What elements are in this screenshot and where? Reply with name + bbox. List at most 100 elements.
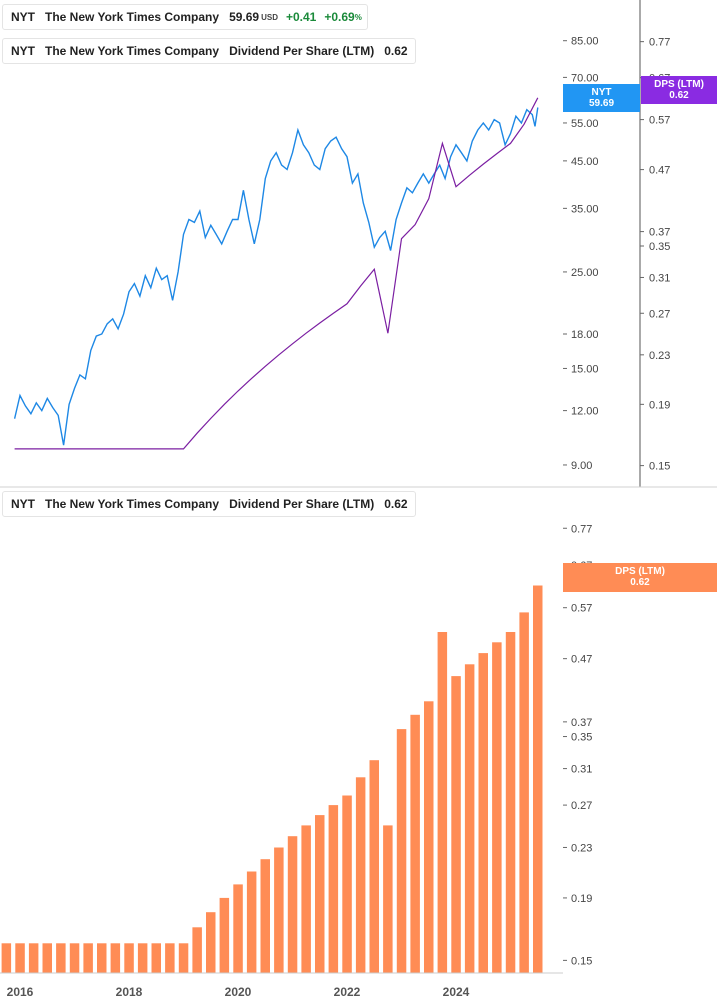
- dps-bar: [1, 943, 12, 973]
- dps-bar: [56, 943, 66, 973]
- dps-bar: [492, 642, 502, 973]
- dps-bar: [15, 943, 25, 973]
- dps-bar: [219, 897, 230, 973]
- dps-bar: [165, 943, 175, 973]
- dps-bar: [246, 871, 257, 973]
- y-right-tick-label: 0.35: [649, 241, 670, 253]
- y-tick-label: 0.57: [571, 603, 592, 615]
- legend-price: 59.69: [229, 10, 260, 24]
- y-tick-label: 0.15: [571, 955, 592, 967]
- dps-bar: [151, 943, 161, 973]
- y-right-tick-label: 0.19: [649, 399, 670, 411]
- dps-badge-bottom: DPS (LTM) 0.62: [563, 563, 717, 592]
- dps-bar: [383, 825, 393, 973]
- y-left-tick-label: 35.00: [571, 203, 599, 215]
- y-tick-label: 0.23: [571, 842, 592, 854]
- dps-bar: [192, 927, 202, 973]
- legend-change-pct: +0.69: [324, 10, 355, 24]
- dps-bar: [396, 729, 407, 973]
- price-legend: NYT The New York Times Company 59.69 USD…: [2, 4, 368, 30]
- y-left-tick-label: 15.00: [571, 363, 599, 375]
- legend-pct-sign: %: [354, 12, 362, 22]
- dps-bar: [110, 943, 121, 973]
- dps-badge-bottom-value: 0.62: [630, 577, 650, 588]
- dps-badge-top: DPS (LTM) 0.62: [641, 76, 717, 104]
- dps-bar: [274, 847, 284, 973]
- dps-bar: [124, 943, 134, 973]
- dps-bar: [342, 795, 352, 973]
- y-right-tick-label: 0.57: [649, 115, 670, 127]
- y-right-tick-label: 0.23: [649, 350, 670, 362]
- dps-badge-bottom-label: DPS (LTM): [615, 566, 665, 577]
- dps-bar: [369, 760, 379, 973]
- dps-bar: [519, 612, 529, 973]
- y-left-tick-label: 25.00: [571, 267, 599, 279]
- dps-bar: [206, 912, 216, 973]
- legend-value: 0.62: [384, 497, 408, 511]
- legend-company: The New York Times Company: [45, 44, 220, 58]
- y-right-tick-label: 0.47: [649, 165, 670, 177]
- dps-bar: [28, 943, 39, 973]
- dps-bar: [355, 777, 366, 973]
- legend-currency: USD: [261, 12, 278, 22]
- dps-bar: [42, 943, 52, 973]
- y-right-tick-label: 0.37: [649, 227, 670, 239]
- dps-bar: [464, 664, 475, 973]
- dps-legend-top: NYT The New York Times Company Dividend …: [2, 38, 416, 64]
- dps-bar: [69, 943, 80, 973]
- legend-change: +0.41: [285, 10, 317, 24]
- y-left-tick-label: 18.00: [571, 329, 599, 341]
- legend-ticker: NYT: [11, 44, 35, 58]
- legend-value: 0.62: [384, 44, 408, 58]
- y-right-tick-label: 0.27: [649, 308, 670, 320]
- price-badge-value: 59.69: [588, 98, 615, 109]
- y-tick-label: 0.35: [571, 732, 592, 744]
- price-series-line: [13, 107, 539, 446]
- dps-bar: [301, 825, 311, 973]
- dps-bar: [315, 815, 325, 973]
- dps-bar: [451, 676, 461, 973]
- y-left-tick-label: 70.00: [571, 72, 599, 84]
- legend-metric: Dividend Per Share (LTM): [229, 497, 375, 511]
- dps-bar: [83, 943, 93, 973]
- dps-bar: [260, 859, 270, 973]
- dps-bar: [424, 701, 434, 973]
- legend-ticker: NYT: [11, 497, 35, 511]
- dps-badge-top-label: DPS (LTM): [654, 79, 704, 90]
- y-left-tick-label: 9.00: [571, 460, 592, 472]
- y-tick-label: 0.19: [571, 893, 592, 905]
- legend-metric: Dividend Per Share (LTM): [229, 44, 375, 58]
- legend-ticker: NYT: [11, 10, 35, 24]
- y-tick-label: 0.37: [571, 717, 592, 729]
- y-left-tick-label: 12.00: [571, 406, 599, 418]
- dps-bar: [178, 943, 189, 973]
- x-tick-label: 2018: [116, 985, 143, 999]
- dps-badge-top-value: 0.62: [669, 90, 689, 101]
- y-tick-label: 0.47: [571, 654, 592, 666]
- y-right-tick-label: 0.31: [649, 272, 670, 284]
- dps-series-line: [14, 97, 539, 450]
- dps-bar: [328, 805, 339, 973]
- dps-bar: [97, 943, 107, 973]
- dps-bar: [533, 585, 543, 973]
- dps-bar: [233, 884, 243, 973]
- dps-bar: [287, 836, 298, 973]
- y-tick-label: 0.27: [571, 800, 592, 812]
- dps-bar: [137, 943, 148, 973]
- legend-company: The New York Times Company: [45, 10, 220, 24]
- dividend-panel: 0.150.190.230.270.310.350.370.470.570.67…: [0, 523, 592, 999]
- dps-bar: [505, 632, 516, 973]
- price-badge: NYT 59.69: [563, 84, 640, 112]
- y-right-tick-label: 0.15: [649, 461, 670, 473]
- x-tick-label: 2024: [443, 985, 470, 999]
- y-tick-label: 0.31: [571, 764, 592, 776]
- dps-bar: [478, 653, 488, 973]
- x-tick-label: 2022: [334, 985, 361, 999]
- x-tick-label: 2016: [7, 985, 34, 999]
- y-left-tick-label: 55.00: [571, 118, 599, 130]
- price-badge-label: NYT: [591, 87, 612, 98]
- dps-bar: [437, 632, 448, 973]
- price-panel: 9.00 12.00 15.00 18.00 25.00 35.00 45.00 55.00 7…: [13, 0, 670, 487]
- x-tick-label: 2020: [225, 985, 252, 999]
